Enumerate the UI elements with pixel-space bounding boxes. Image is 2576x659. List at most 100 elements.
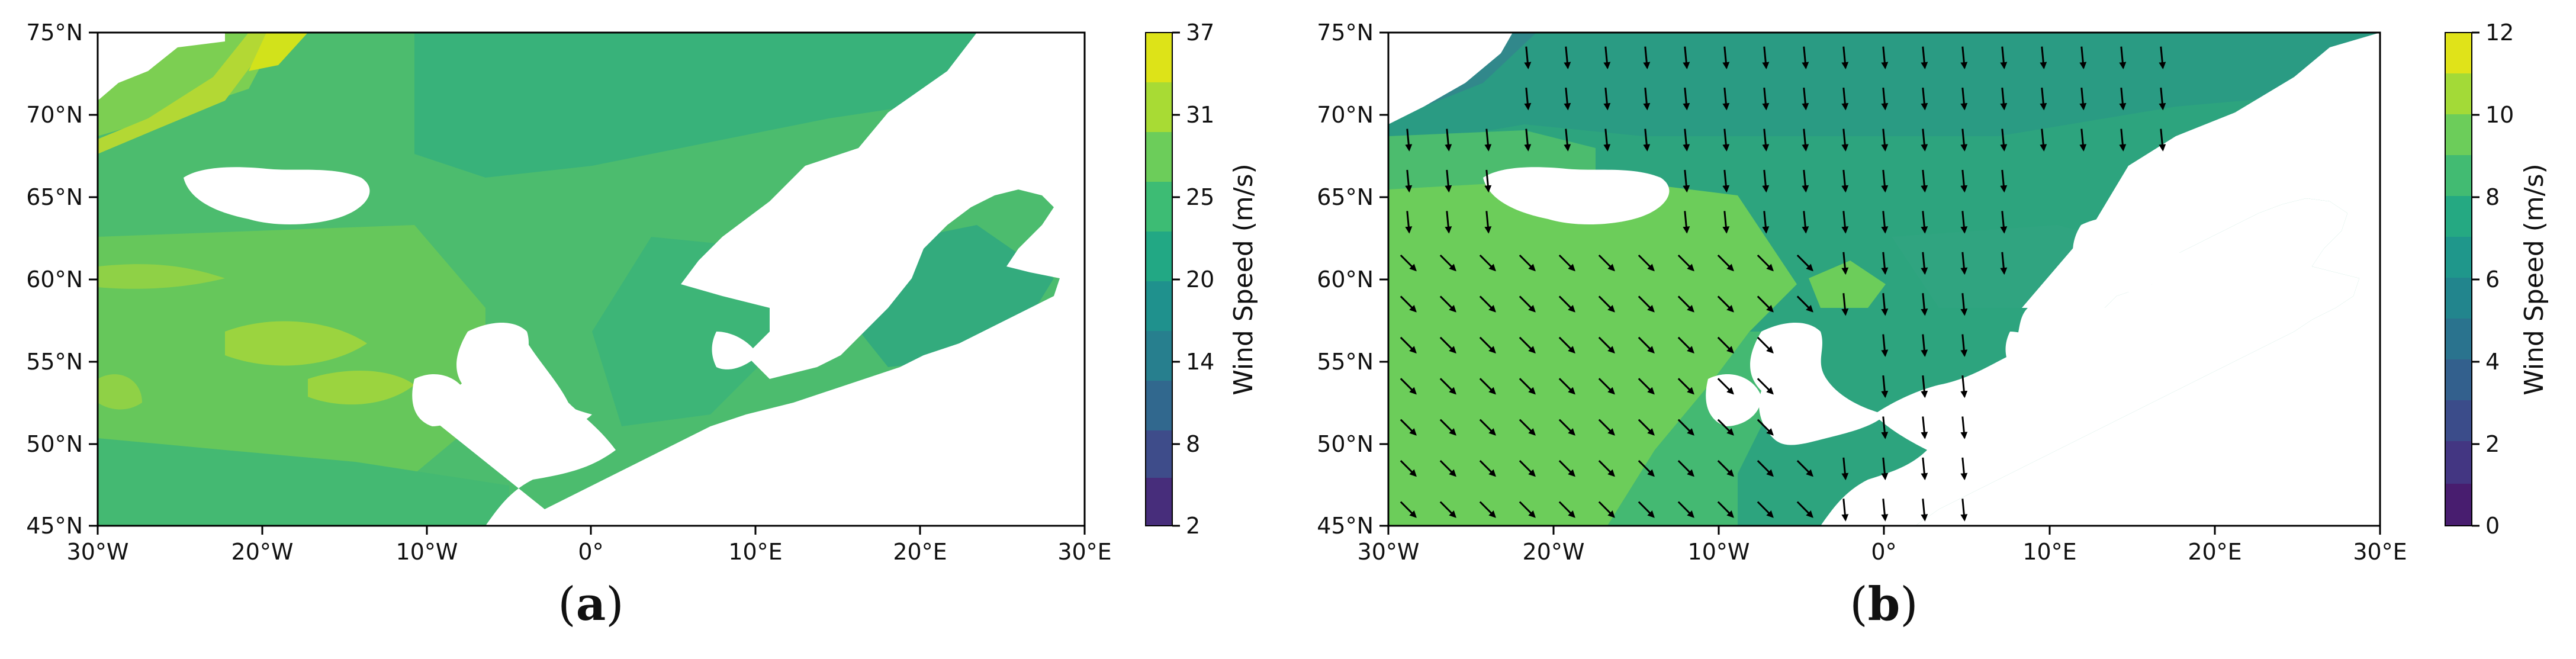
- wind-vector-arrow: [1677, 336, 1694, 354]
- wind-vector-arrow: [1677, 295, 1694, 313]
- greenland-b: [1388, 33, 1513, 124]
- y-tick-label: 70°N: [26, 102, 83, 128]
- wind-speed-map-b: [1388, 33, 2380, 526]
- wind-vector-arrow: [2000, 252, 2008, 275]
- wind-vector-arrow: [1564, 46, 1571, 69]
- wind-vector-arrow: [1439, 336, 1456, 354]
- wind-vector-arrow: [1757, 336, 1774, 354]
- wind-vector-arrow: [1722, 87, 1730, 111]
- great-britain-a: [456, 323, 592, 445]
- land-a: [98, 33, 1085, 526]
- wind-vector-arrow: [1479, 419, 1496, 436]
- y-tick-label: 55°N: [26, 349, 83, 375]
- wind-vector-arrow: [1717, 378, 1734, 395]
- wind-vector-arrow: [1638, 419, 1655, 436]
- wind-vector-arrow: [1519, 336, 1536, 354]
- wind-vector-arrow: [1881, 128, 1889, 152]
- wind-vector-arrow: [1881, 252, 1889, 275]
- colorbar-tick-label: 0: [2485, 513, 2500, 539]
- colorbar-tick-label: 12: [2485, 20, 2514, 46]
- wind-vector-arrow: [1638, 501, 1655, 518]
- wind-vector-arrow: [1722, 169, 1730, 193]
- wind-vector-arrow: [1677, 460, 1694, 477]
- wind-vector-arrow: [1757, 419, 1774, 436]
- ireland-b: [1706, 374, 1761, 426]
- wind-vector-arrow: [2159, 46, 2166, 69]
- x-tick-label: 30°E: [1057, 539, 1111, 565]
- wind-vector-arrow: [1683, 46, 1690, 69]
- wind-vector-arrow: [1722, 128, 1730, 152]
- inner-scandinavia-b: [2073, 216, 2181, 293]
- wind-vector-arrow: [1921, 128, 1928, 152]
- wind-vector-arrow: [1643, 128, 1651, 152]
- wind-vector-arrow: [1683, 169, 1690, 193]
- wind-vector-arrow: [1841, 211, 1849, 234]
- wind-vector-arrow: [1524, 46, 1532, 69]
- colorbar-tick-label: 31: [1186, 102, 1214, 128]
- wind-vector-arrow: [1439, 254, 1456, 272]
- greenland-a: [98, 33, 225, 101]
- wind-vector-arrow: [1519, 378, 1536, 395]
- wind-vector-arrow: [1598, 419, 1615, 436]
- great-britain-b: [1750, 323, 1886, 445]
- y-tick-label: 50°N: [26, 431, 83, 457]
- y-tick-label: 65°N: [1317, 184, 1374, 210]
- y-axis-b: 75°N 70°N 65°N 60°N 55°N 50°N 45°N: [1317, 20, 1388, 539]
- wind-vector-arrow: [1921, 169, 1928, 193]
- y-tick-label: 60°N: [26, 266, 83, 292]
- y-tick-label: 70°N: [1317, 102, 1374, 128]
- colorbar-tick-label: 10: [2485, 102, 2514, 128]
- wind-vector-arrow: [1921, 375, 1928, 398]
- wind-vector-arrow: [1921, 87, 1928, 111]
- wind-vector-arrow: [1960, 499, 1968, 522]
- iceland-a: [184, 167, 370, 225]
- wind-vector-arrow: [1881, 375, 1889, 398]
- y-tick-label: 45°N: [26, 513, 83, 539]
- wind-vector-arrow: [1683, 128, 1690, 152]
- wind-vector-arrow: [1439, 295, 1456, 313]
- wind-vector-arrow: [1717, 460, 1734, 477]
- wind-vector-arrow: [1841, 252, 1849, 275]
- wind-vector-arrow: [1598, 336, 1615, 354]
- x-tick-label: 10°W: [1688, 539, 1750, 565]
- wind-vector-arrow: [1598, 254, 1615, 272]
- wind-vector-arrow: [1603, 128, 1611, 152]
- wind-vector-arrow: [1841, 293, 1849, 316]
- wind-vector-arrow: [1960, 252, 1968, 275]
- wind-vector-arrow: [1921, 252, 1928, 275]
- wind-vector-arrow: [2040, 87, 2047, 111]
- wind-vector-arrow: [1881, 211, 1889, 234]
- wind-vector-arrow: [1439, 419, 1456, 436]
- iceland-b: [1483, 167, 1670, 225]
- wind-vector-arrow: [1921, 457, 1928, 481]
- wind-vector-arrow: [1960, 416, 1968, 439]
- panel-b: 75°N 70°N 65°N 60°N 55°N 50°N 45°N 30°W …: [1288, 0, 2576, 659]
- wind-vector-arrow: [1677, 254, 1694, 272]
- colorbar-label: Wind Speed (m/s): [1228, 163, 1259, 395]
- wind-vector-arrow: [1558, 501, 1575, 518]
- wind-vector-arrow: [2119, 128, 2127, 152]
- wind-vector-arrow: [1717, 501, 1734, 518]
- wind-vector-arrow: [2000, 128, 2008, 152]
- wind-vector-arrow: [1881, 499, 1889, 522]
- x-tick-label: 10°E: [2022, 539, 2076, 565]
- wind-vector-arrow: [1717, 336, 1734, 354]
- wind-vector-arrow: [1796, 254, 1813, 272]
- wind-vector-arrow: [1519, 419, 1536, 436]
- wind-speed-map-a: [98, 33, 1085, 526]
- wind-vector-arrow: [1960, 375, 1968, 398]
- wind-vector-arrow: [1400, 254, 1417, 272]
- wind-vector-arrow: [2119, 87, 2127, 111]
- wind-vector-arrow: [1881, 416, 1889, 439]
- wind-vector-arrow: [2000, 46, 2008, 69]
- wind-vector-arrow: [2040, 128, 2047, 152]
- wind-vector-arrow: [1598, 460, 1615, 477]
- wind-vector-arrow: [1802, 46, 1809, 69]
- colorbar-tick-label: 2: [2485, 431, 2500, 457]
- wind-vector-arrow: [1796, 501, 1813, 518]
- wind-vector-arrow: [1638, 295, 1655, 313]
- wind-vector-arrow: [1484, 128, 1492, 152]
- y-tick-label: 45°N: [1317, 513, 1374, 539]
- wind-vector-arrow: [1841, 87, 1849, 111]
- wind-vector-arrow: [1439, 501, 1456, 518]
